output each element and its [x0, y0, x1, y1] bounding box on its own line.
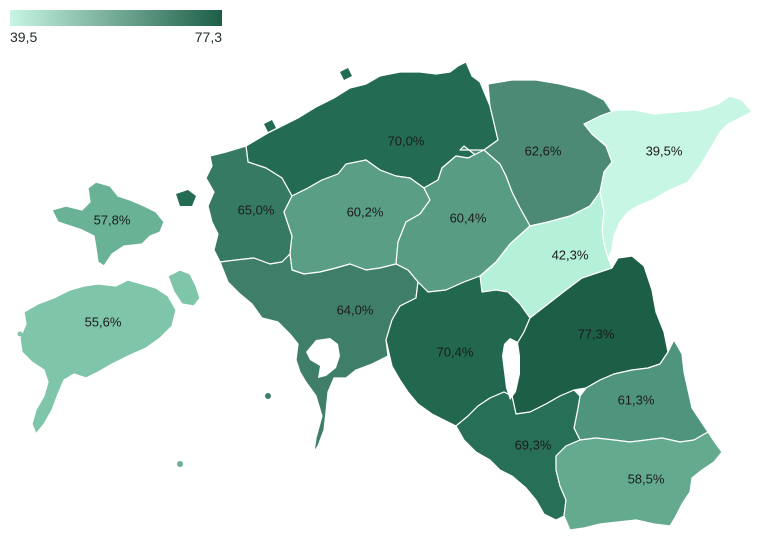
- label-jarvamaa: 60,4%: [450, 210, 487, 225]
- small-island: [176, 190, 196, 206]
- legend-gradient-bar: [10, 10, 222, 26]
- legend-min-label: 39,5: [10, 29, 38, 45]
- county-ida-virumaa[interactable]: [583, 95, 753, 259]
- label-raplamaa: 60,2%: [347, 204, 384, 219]
- county-saaremaa[interactable]: [19, 269, 201, 435]
- lake-vortsjarv: [502, 338, 520, 400]
- small-island: [264, 120, 276, 132]
- small-island: [17, 331, 23, 337]
- value-labels: 70,0% 62,6% 39,5% 65,0% 60,2% 60,4% 42,3…: [85, 133, 683, 486]
- legend-max-label: 77,3: [194, 29, 222, 45]
- small-island: [177, 461, 183, 467]
- label-jogevamaa: 42,3%: [552, 247, 589, 262]
- label-vorumaa: 58,5%: [628, 471, 665, 486]
- label-tartumaa: 77,3%: [578, 326, 615, 341]
- small-island: [340, 68, 352, 80]
- color-scale-legend: 39,5 77,3: [10, 10, 222, 47]
- label-valgamaa: 69,3%: [515, 437, 552, 452]
- label-saaremaa: 55,6%: [85, 314, 122, 329]
- county-vorumaa[interactable]: [555, 431, 723, 531]
- label-polvamaa: 61,3%: [618, 392, 655, 407]
- small-island: [265, 393, 271, 399]
- label-ida-virumaa: 39,5%: [646, 143, 683, 158]
- county-hiiumaa[interactable]: [51, 181, 165, 267]
- label-laane-virumaa: 62,6%: [525, 143, 562, 158]
- label-harjumaa: 70,0%: [388, 133, 425, 148]
- label-laanemaa: 65,0%: [238, 202, 275, 217]
- parnu-bay: [306, 338, 340, 378]
- legend-labels: 39,5 77,3: [10, 29, 222, 47]
- label-hiiumaa: 57,8%: [94, 212, 131, 227]
- label-parnumaa: 64,0%: [337, 302, 374, 317]
- label-viljandimaa: 70,4%: [437, 344, 474, 359]
